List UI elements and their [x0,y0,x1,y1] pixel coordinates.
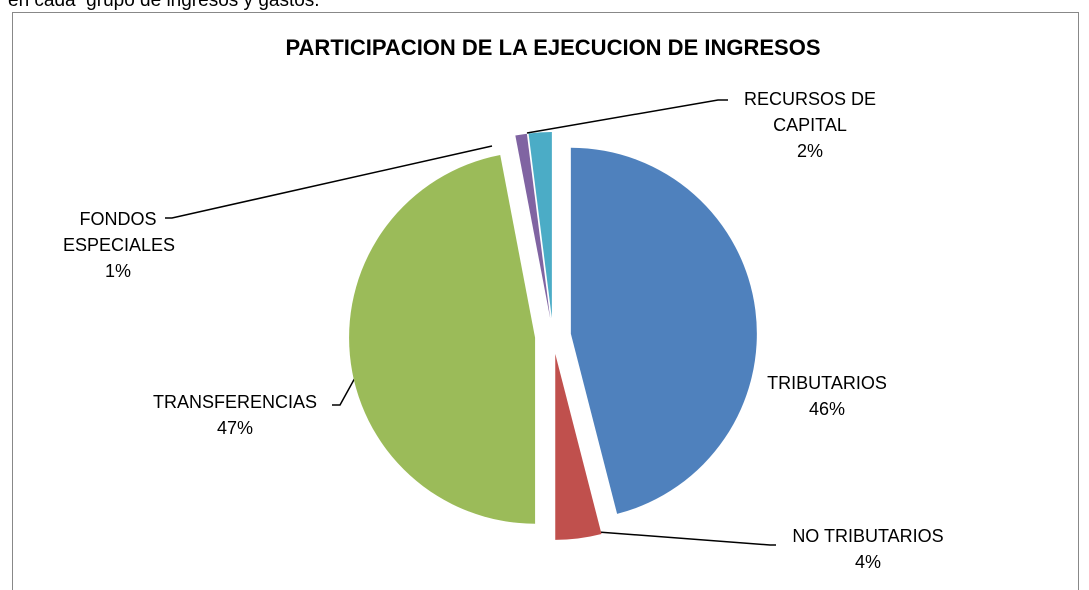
pie-slice [349,154,536,524]
pie-slice [570,147,757,514]
slice-label: TRANSFERENCIAS 47% [135,389,335,441]
category-label: RECURSOS DE CAPITAL [743,89,877,135]
value-label: 46% [808,399,846,419]
slice-label: RECURSOS DE CAPITAL 2% [740,86,880,164]
chart-border [12,12,1079,590]
category-label: FONDOS ESPECIALES [63,209,176,255]
chart-title: PARTICIPACION DE LA EJECUCION DE INGRESO… [285,35,821,60]
slice-label: NO TRIBUTARIOS 4% [768,523,968,575]
leader-lines [165,99,776,546]
value-label: 4% [854,552,881,572]
slice-label: TRIBUTARIOS 46% [757,370,897,422]
category-label: NO TRIBUTARIOS [792,526,944,546]
pie-slice [555,353,602,540]
value-label: 47% [216,418,254,438]
category-label: TRANSFERENCIAS [152,392,318,412]
value-label: 2% [796,141,823,161]
pie-slice [528,132,552,319]
category-label: TRIBUTARIOS [767,373,887,393]
value-label: 1% [104,261,131,281]
slice-label: FONDOS ESPECIALES 1% [63,206,176,284]
pie-slice [515,133,551,319]
page-text: en cada grupo de ingresos y gastos. [8,0,320,11]
